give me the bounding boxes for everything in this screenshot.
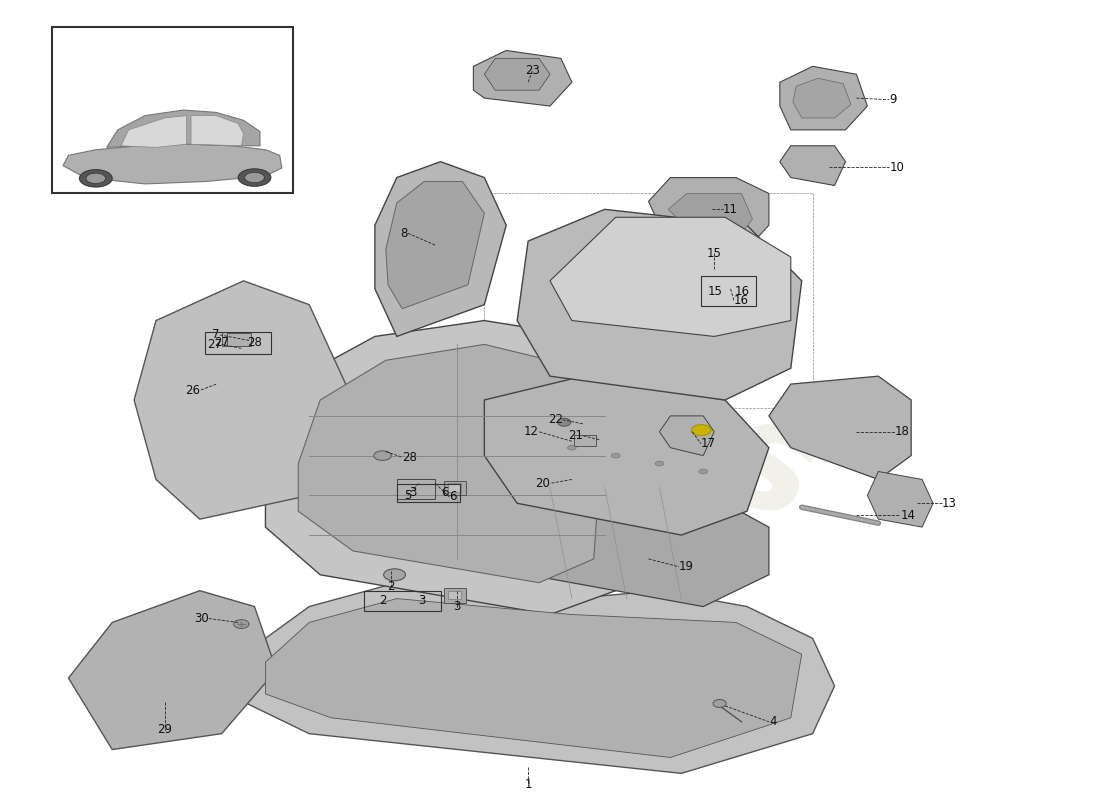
Ellipse shape bbox=[233, 335, 253, 346]
Bar bbox=[397, 479, 436, 499]
Text: 3: 3 bbox=[409, 486, 416, 499]
Polygon shape bbox=[191, 115, 243, 146]
Ellipse shape bbox=[244, 172, 264, 182]
Text: 2: 2 bbox=[387, 580, 395, 593]
Polygon shape bbox=[107, 110, 260, 147]
Polygon shape bbox=[121, 115, 187, 147]
Text: 8: 8 bbox=[400, 226, 408, 240]
Polygon shape bbox=[668, 194, 752, 241]
Polygon shape bbox=[495, 479, 769, 606]
Polygon shape bbox=[517, 210, 802, 400]
Text: 5: 5 bbox=[404, 489, 411, 502]
Text: 12: 12 bbox=[524, 426, 539, 438]
Text: 26: 26 bbox=[185, 384, 200, 397]
Polygon shape bbox=[780, 146, 846, 186]
Polygon shape bbox=[769, 376, 911, 479]
Polygon shape bbox=[68, 590, 276, 750]
Text: 30: 30 bbox=[194, 612, 209, 625]
Text: 17: 17 bbox=[701, 437, 716, 450]
Polygon shape bbox=[298, 344, 605, 582]
Ellipse shape bbox=[233, 620, 249, 629]
Bar bbox=[448, 590, 461, 599]
Bar bbox=[701, 276, 756, 306]
Text: 14: 14 bbox=[900, 509, 915, 522]
Text: 15: 15 bbox=[706, 246, 722, 259]
Text: 23: 23 bbox=[525, 64, 540, 77]
Text: 16: 16 bbox=[734, 294, 749, 307]
Ellipse shape bbox=[656, 461, 663, 466]
Ellipse shape bbox=[238, 169, 271, 186]
Polygon shape bbox=[243, 582, 835, 774]
Text: 19: 19 bbox=[679, 560, 694, 574]
Text: 9: 9 bbox=[889, 93, 896, 106]
Text: 21: 21 bbox=[568, 430, 583, 442]
Text: 16: 16 bbox=[735, 285, 749, 298]
Text: 6: 6 bbox=[449, 490, 456, 503]
Text: 15: 15 bbox=[707, 285, 723, 298]
Bar bbox=[448, 483, 461, 492]
Bar bbox=[574, 435, 596, 446]
Text: 27: 27 bbox=[214, 336, 229, 350]
Text: 28: 28 bbox=[248, 336, 262, 350]
Text: ores: ores bbox=[436, 277, 839, 555]
Text: 10: 10 bbox=[889, 161, 904, 174]
Text: 27: 27 bbox=[207, 338, 222, 351]
Polygon shape bbox=[63, 144, 282, 184]
Text: a passion for parts since 1985: a passion for parts since 1985 bbox=[464, 500, 723, 618]
Polygon shape bbox=[265, 321, 638, 614]
Polygon shape bbox=[780, 66, 868, 130]
Polygon shape bbox=[550, 218, 791, 337]
Bar bbox=[484, 194, 813, 408]
Text: 3: 3 bbox=[418, 594, 425, 607]
Polygon shape bbox=[386, 182, 484, 309]
Text: 1: 1 bbox=[525, 778, 532, 791]
Text: 6: 6 bbox=[441, 486, 448, 499]
Ellipse shape bbox=[713, 699, 726, 707]
Ellipse shape bbox=[384, 569, 406, 581]
Bar bbox=[397, 484, 460, 502]
Polygon shape bbox=[484, 58, 550, 90]
Ellipse shape bbox=[374, 451, 392, 460]
Polygon shape bbox=[375, 162, 506, 337]
Polygon shape bbox=[793, 78, 851, 118]
Text: 3: 3 bbox=[453, 600, 461, 613]
Text: 22: 22 bbox=[548, 414, 563, 426]
Bar bbox=[52, 26, 293, 194]
Bar bbox=[443, 588, 465, 602]
Text: 13: 13 bbox=[942, 497, 957, 510]
Ellipse shape bbox=[612, 454, 620, 458]
Bar bbox=[222, 332, 248, 346]
Bar bbox=[206, 332, 271, 354]
Polygon shape bbox=[484, 376, 769, 535]
Bar bbox=[227, 334, 251, 346]
Polygon shape bbox=[473, 432, 681, 527]
Ellipse shape bbox=[698, 469, 707, 474]
Polygon shape bbox=[659, 416, 714, 456]
Text: 18: 18 bbox=[894, 426, 910, 438]
Ellipse shape bbox=[568, 446, 576, 450]
Text: 7: 7 bbox=[212, 328, 220, 342]
Polygon shape bbox=[473, 50, 572, 106]
Polygon shape bbox=[868, 471, 933, 527]
Bar bbox=[443, 481, 465, 495]
Polygon shape bbox=[649, 178, 769, 249]
Text: 20: 20 bbox=[535, 477, 550, 490]
Ellipse shape bbox=[558, 418, 571, 426]
Text: 2: 2 bbox=[379, 594, 387, 607]
Text: 11: 11 bbox=[723, 203, 738, 216]
Ellipse shape bbox=[86, 173, 106, 183]
Bar bbox=[364, 590, 441, 611]
Polygon shape bbox=[134, 281, 353, 519]
Ellipse shape bbox=[691, 425, 711, 436]
Text: 29: 29 bbox=[157, 723, 173, 736]
Text: 4: 4 bbox=[769, 715, 777, 728]
Polygon shape bbox=[265, 598, 802, 758]
Text: 28: 28 bbox=[403, 450, 417, 464]
Ellipse shape bbox=[79, 170, 112, 187]
